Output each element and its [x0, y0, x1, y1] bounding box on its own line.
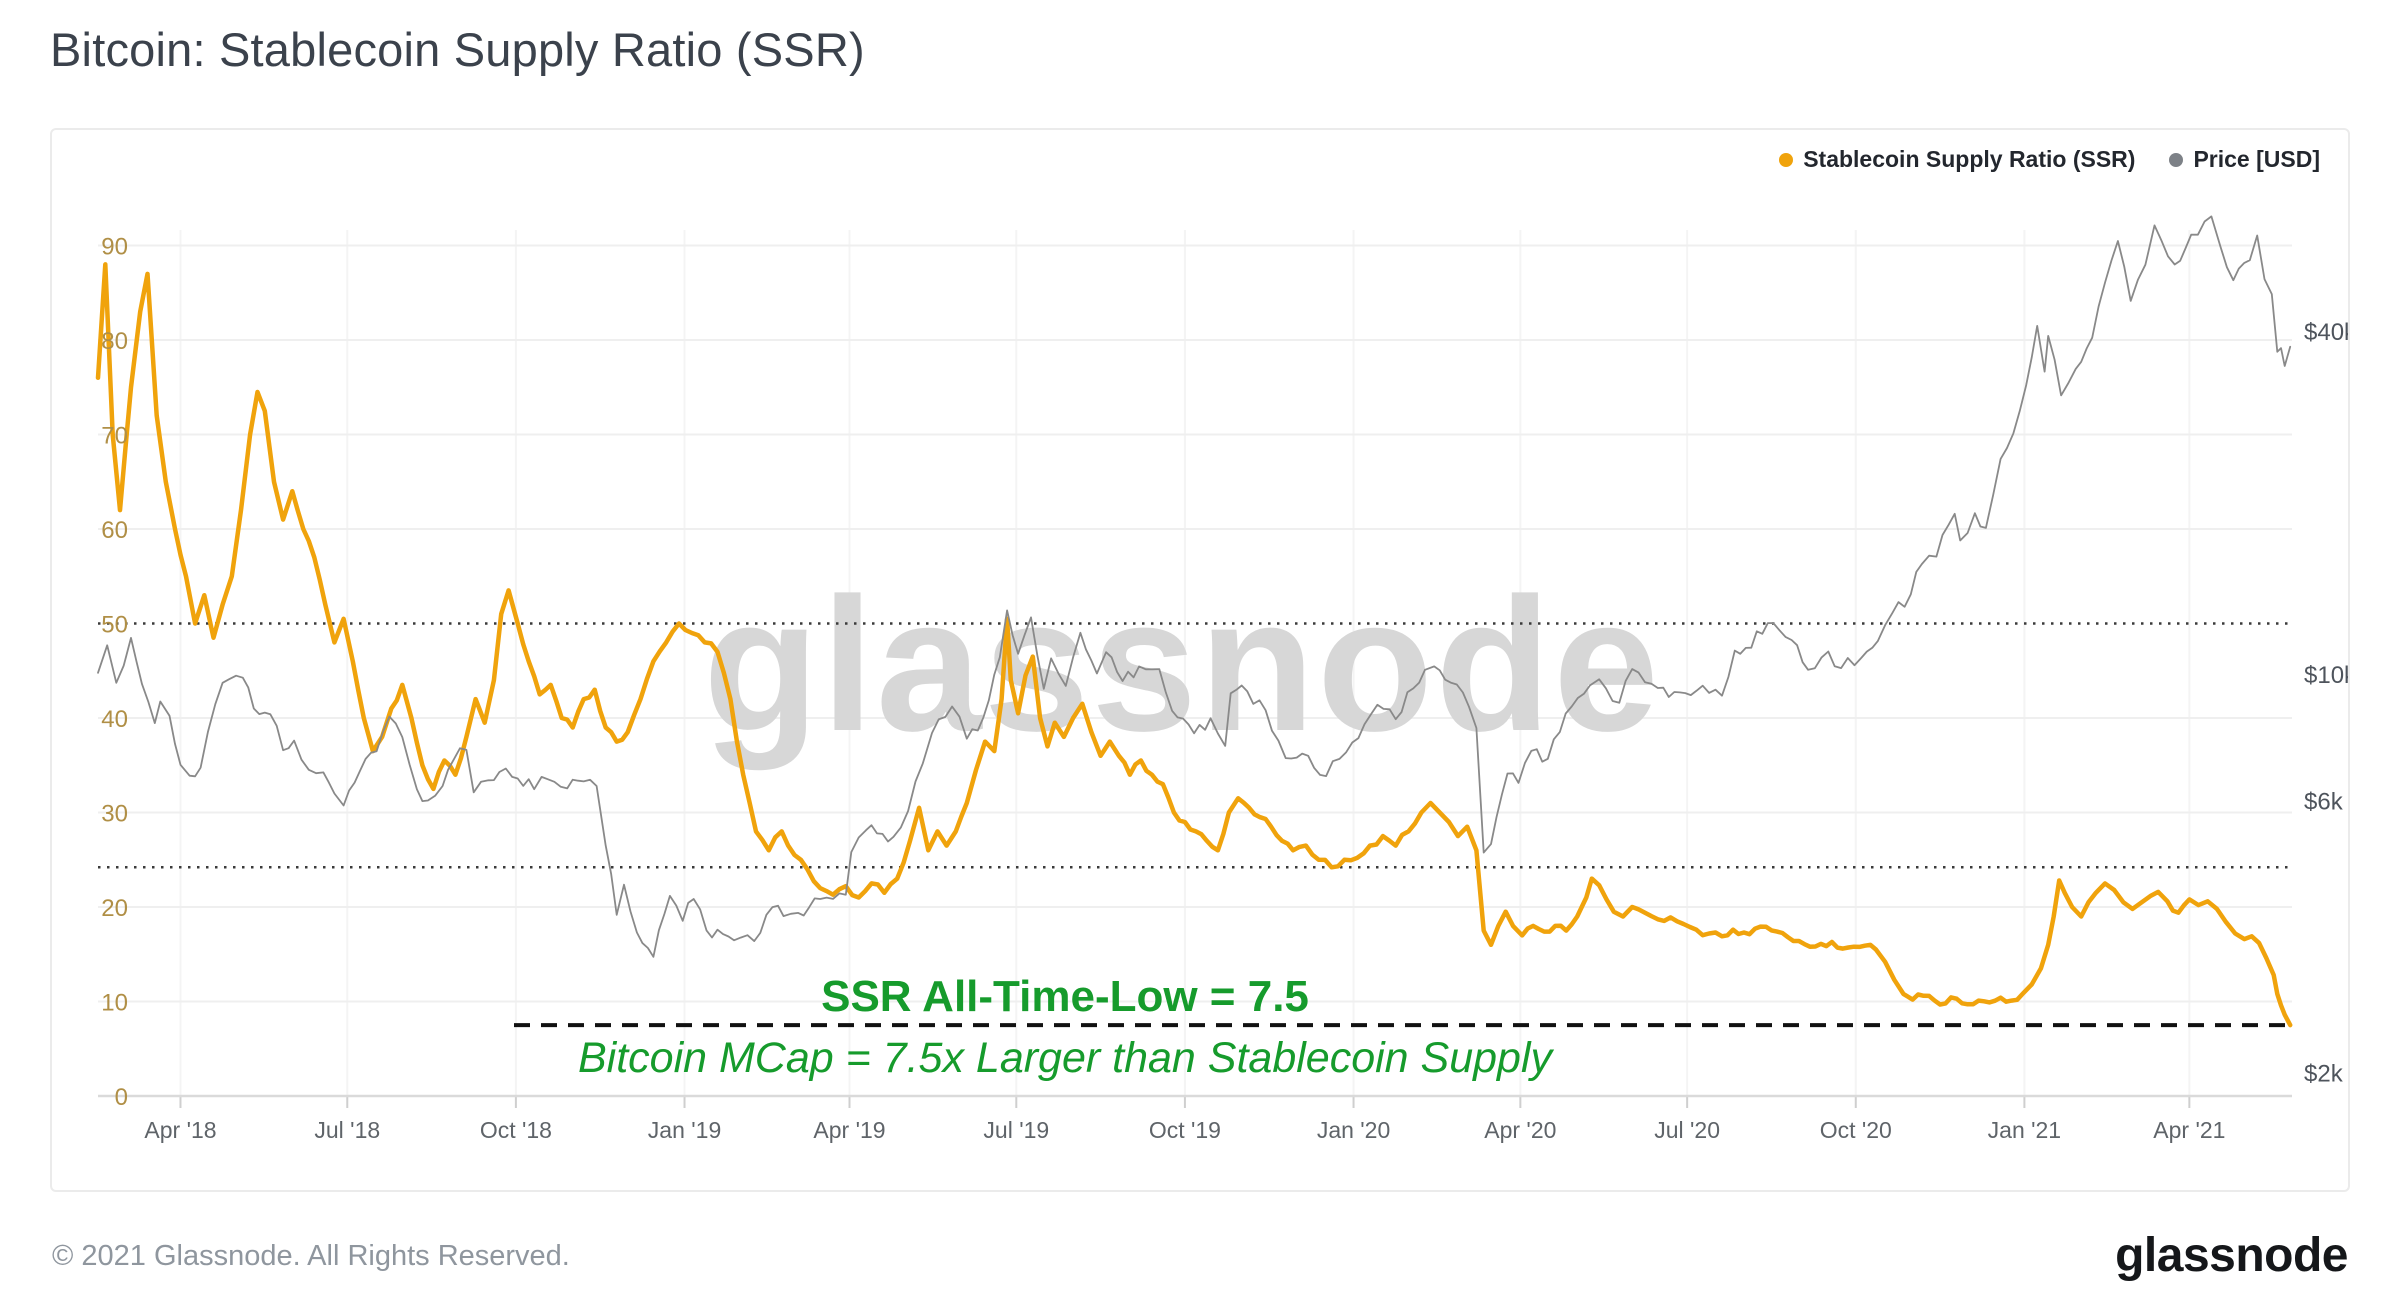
- x-axis-tick-label: Oct '19: [1149, 1117, 1221, 1143]
- legend-label-ssr: Stablecoin Supply Ratio (SSR): [1803, 146, 2136, 172]
- legend-label-price: Price [USD]: [2193, 146, 2320, 172]
- x-axis-tick-label: Apr '20: [1484, 1117, 1556, 1143]
- page-title: Bitcoin: Stablecoin Supply Ratio (SSR): [50, 23, 865, 76]
- vertical-gridlines: [179, 230, 2191, 1108]
- glassnode-logo: glassnode: [2115, 1229, 2348, 1282]
- ssr-line: [95, 262, 2293, 1028]
- left-axis-tick-label: 20: [101, 895, 128, 922]
- price-line: [97, 215, 2292, 958]
- right-axis-tick-label: $6k: [2304, 788, 2344, 815]
- x-axis-tick-label: Oct '20: [1820, 1117, 1892, 1143]
- x-axis-tick-label: Jul '20: [1654, 1117, 1720, 1143]
- x-axis-tick-label: Apr '18: [144, 1117, 216, 1143]
- x-axis-tick-label: Jul '18: [314, 1117, 380, 1143]
- chart-card: glassnode 0 10 20 30 40 50 60 70 80 90 $2k $6k $10k $4…: [50, 128, 2350, 1192]
- glassnode-watermark: glassnode: [703, 559, 1661, 771]
- right-axis-tick-label: $10k: [2304, 662, 2348, 689]
- ssr-series-dot-icon: [1779, 152, 1794, 167]
- left-axis-tick-label: 0: [115, 1084, 128, 1111]
- x-axis-tick-label: Apr '21: [2153, 1117, 2225, 1143]
- right-axis-tick-label: $40k: [2304, 319, 2348, 346]
- x-axis-tick-label: Jan '20: [1317, 1117, 1390, 1143]
- x-axis-tick-label: Jan '19: [648, 1117, 721, 1143]
- right-axis-labels: $2k $6k $10k $40k: [2304, 319, 2348, 1088]
- annotation-mcap-text: Bitcoin MCap = 7.5x Larger than Stableco…: [577, 1034, 1553, 1082]
- horizontal-gridlines: [98, 244, 2292, 1098]
- chart-legend: Stablecoin Supply Ratio (SSR) Price [USD…: [1779, 146, 2320, 173]
- left-axis-tick-label: 10: [101, 990, 128, 1017]
- annotation-atl-text: SSR All-Time-Low = 7.5: [821, 972, 1309, 1021]
- left-axis-tick-label: 40: [101, 706, 128, 733]
- left-axis-tick-label: 50: [101, 612, 128, 639]
- left-axis-labels: 0 10 20 30 40 50 60 70 80 90: [101, 234, 128, 1112]
- x-axis-tick-label: Jan '21: [1988, 1117, 2061, 1143]
- footer-copyright: © 2021 Glassnode. All Rights Reserved.: [52, 1240, 570, 1272]
- price-series-dot-icon: [2169, 152, 2184, 167]
- left-axis-tick-label: 30: [101, 801, 128, 828]
- right-axis-tick-label: $2k: [2304, 1060, 2344, 1087]
- x-axis-tick-label: Apr '19: [813, 1117, 885, 1143]
- x-axis-tick-label: Oct '18: [480, 1117, 552, 1143]
- x-axis-labels: Apr '18 Jul '18 Oct '18 Jan '19 Apr '19 Jul '…: [144, 1117, 2225, 1143]
- legend-item-ssr[interactable]: Stablecoin Supply Ratio (SSR): [1779, 146, 2135, 173]
- left-axis-tick-label: 80: [101, 328, 128, 355]
- left-axis-tick-label: 60: [101, 517, 128, 544]
- x-axis-tick-label: Jul '19: [983, 1117, 1049, 1143]
- left-axis-tick-label: 90: [101, 234, 128, 261]
- chart-canvas[interactable]: glassnode 0 10 20 30 40 50 60 70 80 90 $2k $6k $10k $4…: [52, 130, 2348, 1190]
- legend-item-price[interactable]: Price [USD]: [2169, 146, 2320, 173]
- left-axis-tick-label: 70: [101, 423, 128, 450]
